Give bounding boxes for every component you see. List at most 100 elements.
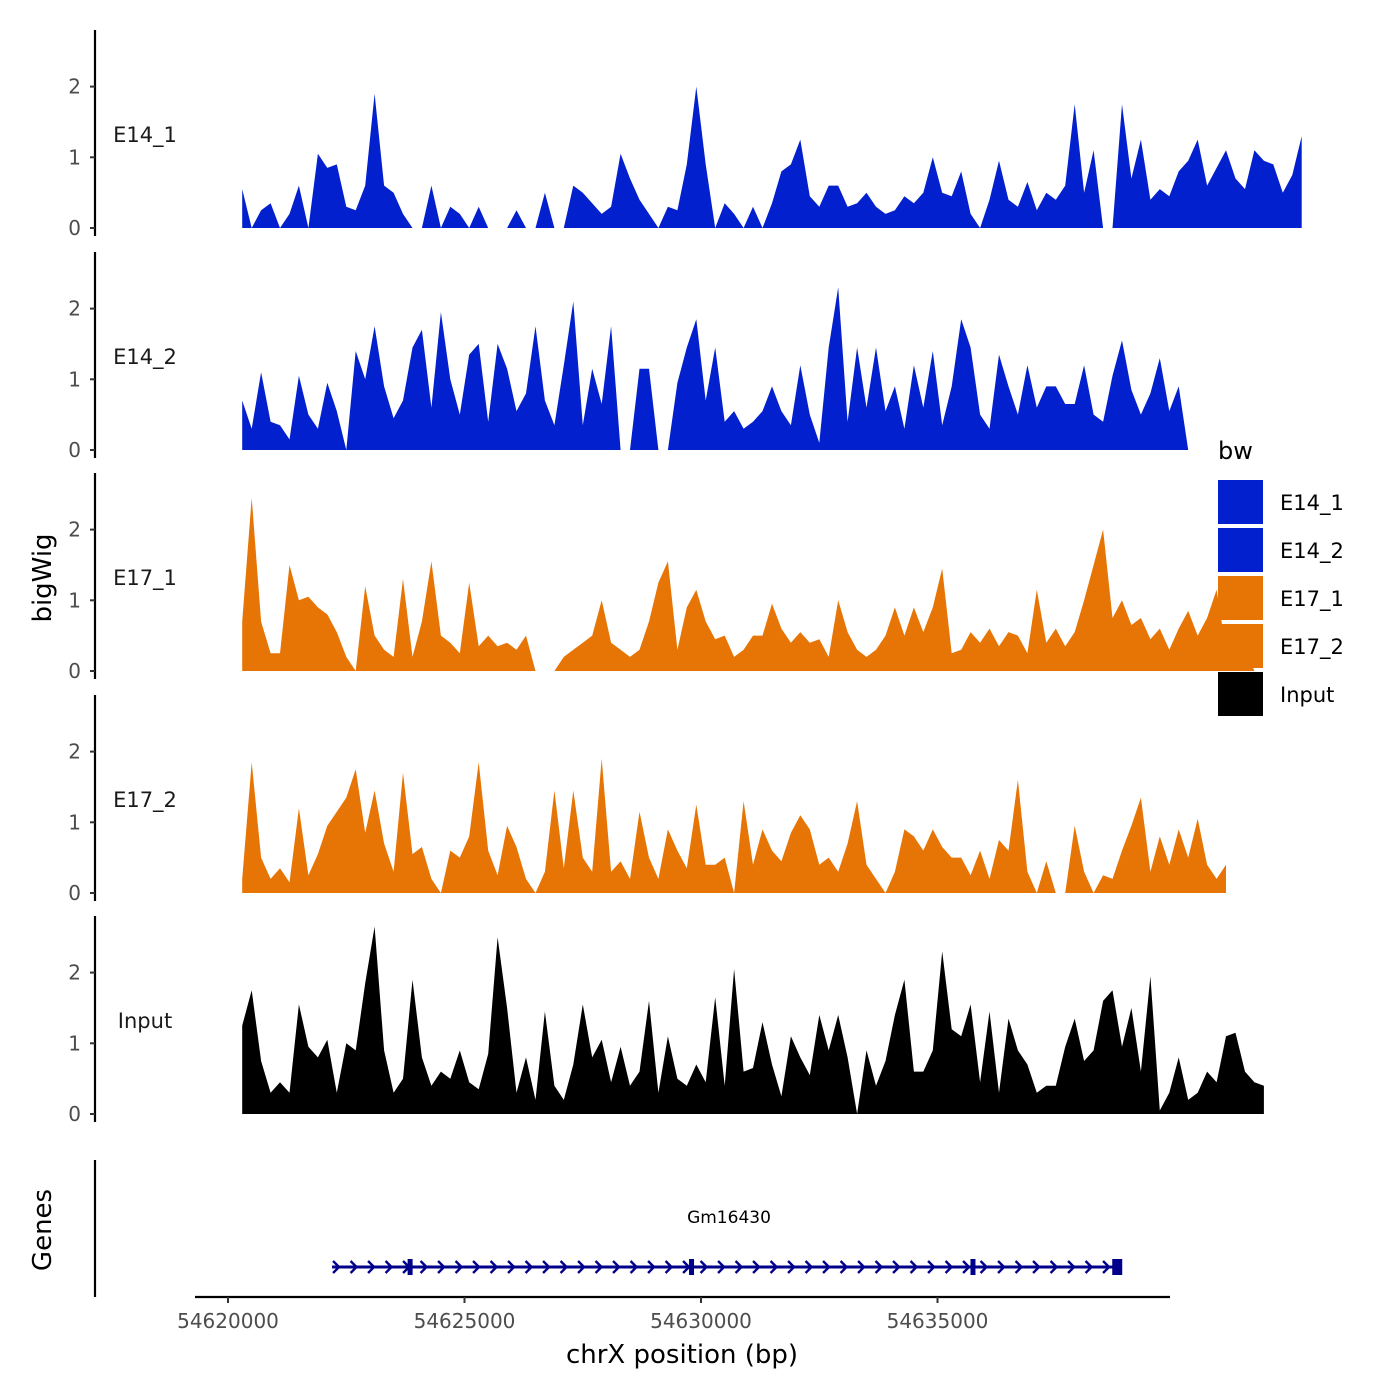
y-tick-label: 1 [68, 810, 81, 834]
y-tick-label: 1 [68, 588, 81, 612]
strand-arrow [717, 1260, 726, 1274]
legend-label: E17_1 [1280, 587, 1344, 612]
strand-arrow [1014, 1260, 1024, 1274]
legend-swatch [1218, 480, 1263, 524]
strand-arrow [524, 1260, 534, 1274]
strand-arrow [734, 1260, 744, 1274]
strand-arrow [962, 1260, 971, 1274]
exon [1112, 1259, 1123, 1275]
y-tick-label: 2 [68, 518, 81, 542]
legend-label: E17_2 [1280, 635, 1344, 660]
strand-arrow [577, 1260, 586, 1274]
track-label: Input [118, 1009, 172, 1033]
strand-arrow [1102, 1260, 1111, 1274]
legend-entry: E14_2 [1218, 528, 1344, 572]
track-e17-2: 0 1 2 E17_2 [68, 695, 1226, 905]
strand-arrow [752, 1260, 761, 1274]
strand-arrow [507, 1260, 516, 1274]
y-tick-label: 1 [68, 1031, 81, 1055]
strand-arrow [419, 1260, 429, 1274]
legend-swatch [1218, 528, 1263, 572]
legend-title: bw [1218, 437, 1253, 465]
strand-arrow [822, 1260, 831, 1274]
legend-label: E14_1 [1280, 491, 1344, 516]
legend-label: Input [1280, 683, 1334, 707]
strand-arrow [384, 1260, 394, 1274]
strand-arrow [699, 1260, 709, 1274]
strand-arrow [332, 1260, 341, 1274]
strand-arrow [769, 1260, 779, 1274]
track-input: 0 1 2 Input [68, 916, 1264, 1126]
strand-arrow [997, 1260, 1006, 1274]
strand-arrow [892, 1260, 901, 1274]
y-tick-label: 2 [68, 75, 81, 99]
strand-arrow [1032, 1260, 1041, 1274]
y-tick-label: 1 [68, 145, 81, 169]
gene-track: Gm16430 [93, 1160, 1123, 1297]
y-tick-label: 0 [68, 438, 81, 462]
y-axis-title: bigWig [28, 533, 58, 622]
track-e14-2: 0 1 2 E14_2 [68, 252, 1189, 462]
exon [407, 1259, 413, 1275]
y-tick-label: 2 [68, 961, 81, 985]
y-tick-label: 0 [68, 659, 81, 683]
exon [689, 1259, 695, 1275]
coverage-area [242, 497, 1255, 671]
gene-name-label: Gm16430 [687, 1208, 771, 1228]
strand-arrow [437, 1260, 446, 1274]
coverage-area [242, 758, 1226, 893]
x-axis-title: chrX position (bp) [566, 1340, 798, 1370]
exon [970, 1259, 976, 1275]
legend: bw E14_1 E14_2 E17_1 E17_2 Input [1218, 437, 1344, 716]
legend-entry: E14_1 [1218, 480, 1344, 524]
strand-arrow [349, 1260, 359, 1274]
strand-arrow [664, 1260, 674, 1274]
legend-entry: Input [1218, 672, 1334, 716]
strand-arrow [612, 1260, 621, 1274]
track-label: E17_2 [113, 788, 177, 813]
strand-arrow [559, 1260, 569, 1274]
tracks-layer: 0 1 2 E14_1 0 1 2 E14_2 0 1 2 E17_1 0 1 2 E17_2 0 1 2 Input [68, 30, 1302, 1126]
legend-entry: E17_1 [1218, 576, 1344, 620]
track-e14-1: 0 1 2 E14_1 [68, 30, 1302, 240]
legend-swatch [1218, 576, 1263, 620]
y-tick-label: 2 [68, 740, 81, 764]
strand-arrow [909, 1260, 919, 1274]
strand-arrow [979, 1260, 989, 1274]
coverage-area [242, 86, 1302, 228]
legend-swatch [1218, 624, 1263, 668]
track-label: E17_1 [113, 566, 177, 591]
strand-arrow [1049, 1260, 1059, 1274]
y-tick-label: 0 [68, 216, 81, 240]
x-tick-label: 54625000 [414, 1309, 516, 1333]
track-e17-1: 0 1 2 E17_1 [68, 473, 1255, 683]
coverage-area [242, 287, 1189, 450]
strand-arrow [489, 1260, 499, 1274]
strand-arrow [787, 1260, 796, 1274]
x-tick-label: 54630000 [650, 1309, 752, 1333]
legend-swatch [1218, 672, 1263, 716]
coverage-area [242, 926, 1264, 1114]
strand-arrow [472, 1260, 481, 1274]
strand-arrow [874, 1260, 884, 1274]
x-axis: 54620000 54625000 54630000 54635000 [177, 1295, 1170, 1333]
strand-arrow [1067, 1260, 1076, 1274]
y-tick-label: 0 [68, 881, 81, 905]
strand-arrow [1084, 1260, 1094, 1274]
track-label: E14_2 [113, 345, 177, 370]
y-tick-label: 0 [68, 1102, 81, 1126]
strand-arrow [804, 1260, 814, 1274]
strand-arrow [367, 1260, 376, 1274]
strand-arrow [647, 1260, 656, 1274]
genes-axis-title: Genes [28, 1189, 58, 1271]
y-tick-label: 2 [68, 297, 81, 321]
x-tick-label: 54620000 [177, 1309, 279, 1333]
strand-arrow [857, 1260, 866, 1274]
strand-arrow [944, 1260, 954, 1274]
strand-arrow [594, 1260, 604, 1274]
x-tick-label: 54635000 [887, 1309, 989, 1333]
strand-arrow [839, 1260, 849, 1274]
track-label: E14_1 [113, 123, 177, 148]
y-tick-label: 1 [68, 367, 81, 391]
